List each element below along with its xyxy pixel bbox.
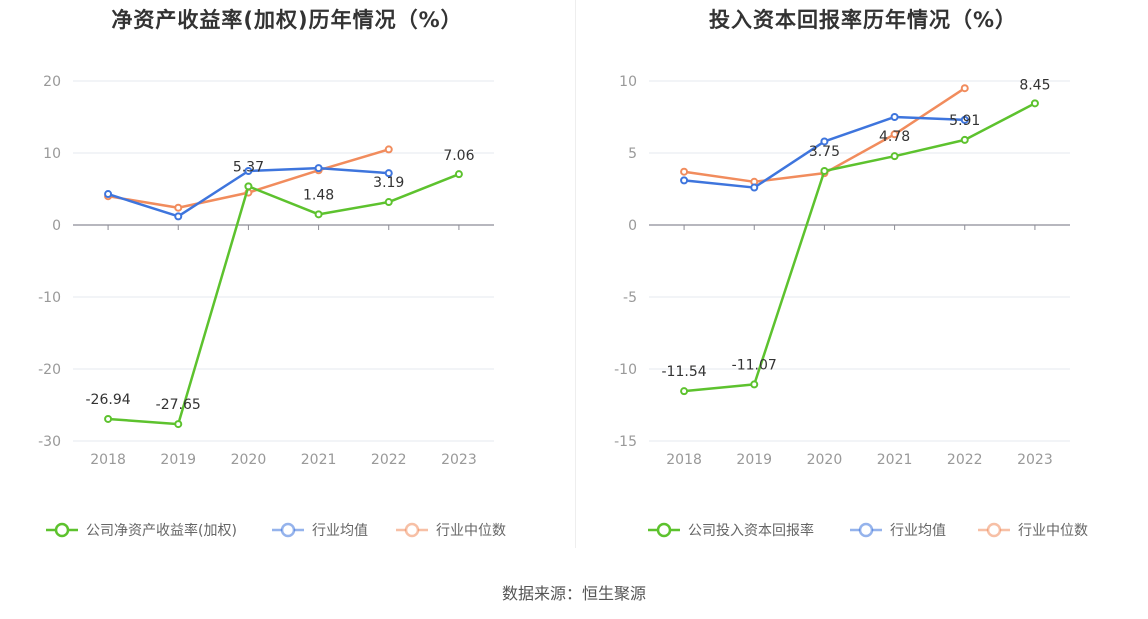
legend-item-company: 公司投入资本回报率 bbox=[648, 522, 814, 539]
legend-label: 行业均值 bbox=[312, 523, 368, 539]
legend-label: 公司投入资本回报率 bbox=[688, 522, 814, 539]
y-tick-label: 20 bbox=[43, 74, 61, 90]
data-point-average bbox=[104, 190, 113, 199]
y-tick-label: 10 bbox=[619, 74, 637, 90]
x-tick-label: 2021 bbox=[301, 452, 337, 468]
data-point-company bbox=[890, 152, 899, 161]
x-tick-label: 2019 bbox=[736, 452, 772, 468]
data-label: 3.19 bbox=[373, 175, 404, 191]
legend-marker-icon bbox=[404, 522, 420, 538]
y-tick-label: 5 bbox=[628, 146, 637, 162]
data-label: 3.75 bbox=[809, 144, 840, 160]
roe-chart-panel: 净资产收益率(加权)历年情况（%） 20 10 0 -10 -20 -30 2018 2019… bbox=[0, 0, 574, 560]
data-label: 1.48 bbox=[303, 187, 334, 203]
roe-line-chart: 20 10 0 -10 -20 -30 2018 2019 2020 2021 2022 2023 -2… bbox=[38, 74, 506, 539]
data-point-average bbox=[384, 169, 393, 178]
y-tick-label: -15 bbox=[614, 434, 637, 450]
x-tick-label: 2021 bbox=[877, 452, 913, 468]
x-tick-label: 2019 bbox=[160, 452, 196, 468]
data-label: 5.91 bbox=[949, 113, 980, 129]
data-label: 5.37 bbox=[233, 159, 264, 175]
data-point-company bbox=[1030, 99, 1039, 108]
y-tick-label: 0 bbox=[52, 218, 61, 234]
series-line-company bbox=[107, 173, 460, 426]
legend-marker-icon bbox=[858, 522, 874, 538]
x-tick-label: 2020 bbox=[807, 452, 843, 468]
data-point-average bbox=[960, 115, 969, 124]
x-tick-label: 2018 bbox=[90, 452, 126, 468]
data-point-average bbox=[750, 183, 759, 192]
panel-divider bbox=[575, 0, 576, 548]
y-tick-label: -30 bbox=[38, 434, 61, 450]
data-point-company bbox=[384, 198, 393, 207]
y-tick-label: -20 bbox=[38, 362, 61, 378]
legend-marker-icon bbox=[656, 522, 672, 538]
data-point-median bbox=[960, 84, 969, 93]
legend-item-company: 公司净资产收益率(加权) bbox=[46, 522, 237, 539]
y-tick-label: 10 bbox=[43, 146, 61, 162]
data-point-average bbox=[314, 164, 323, 173]
data-point-average bbox=[820, 137, 829, 146]
x-tick-label: 2023 bbox=[1017, 452, 1053, 468]
x-tick-label: 2018 bbox=[666, 452, 702, 468]
y-tick-label: 0 bbox=[628, 218, 637, 234]
data-point-company bbox=[820, 167, 829, 175]
data-point-average bbox=[680, 176, 689, 185]
data-point-median bbox=[890, 130, 899, 139]
data-label: -11.07 bbox=[732, 357, 777, 373]
data-point-company bbox=[750, 380, 759, 389]
legend-marker-icon bbox=[280, 522, 296, 538]
data-point-company bbox=[104, 414, 113, 423]
data-point-median bbox=[680, 167, 689, 176]
data-label: 4.78 bbox=[879, 129, 910, 145]
data-point-average bbox=[244, 167, 253, 175]
data-point-average bbox=[890, 113, 899, 121]
y-tick-label: -10 bbox=[614, 362, 637, 378]
legend-item-average: 行业均值 bbox=[272, 522, 368, 539]
data-point-company bbox=[960, 135, 969, 144]
data-point-company bbox=[314, 210, 323, 219]
data-label: -11.54 bbox=[662, 364, 707, 380]
data-point-median bbox=[384, 145, 393, 154]
chart-title: 投入资本回报率历年情况（%） bbox=[708, 8, 1018, 32]
data-label: -27.65 bbox=[156, 397, 201, 413]
series-line-median bbox=[107, 148, 390, 209]
data-source-note: 数据来源：恒生聚源 bbox=[501, 584, 646, 603]
data-label: -26.94 bbox=[86, 392, 131, 408]
x-tick-label: 2020 bbox=[231, 452, 267, 468]
data-point-company bbox=[454, 170, 463, 179]
data-point-average bbox=[174, 212, 183, 221]
legend-item-median: 行业中位数 bbox=[978, 522, 1088, 539]
legend-marker-icon bbox=[54, 522, 70, 538]
legend-marker-icon bbox=[986, 522, 1002, 538]
legend-item-average: 行业均值 bbox=[850, 522, 946, 539]
roic-line-chart: 10 5 0 -5 -10 -15 2018 2019 2020 2021 2022 2023 -11.… bbox=[614, 74, 1088, 539]
legend-item-median: 行业中位数 bbox=[396, 522, 506, 539]
x-tick-label: 2022 bbox=[947, 452, 983, 468]
y-tick-label: -10 bbox=[38, 290, 61, 306]
legend-label: 行业均值 bbox=[890, 523, 946, 539]
x-tick-label: 2023 bbox=[441, 452, 477, 468]
roic-chart-panel: 投入资本回报率历年情况（%） 10 5 0 -5 -10 -15 2018 2019 2020 2… bbox=[576, 0, 1148, 560]
legend-label: 公司净资产收益率(加权) bbox=[86, 522, 237, 539]
data-point-company bbox=[174, 420, 183, 429]
chart-title: 净资产收益率(加权)历年情况（%） bbox=[111, 8, 463, 32]
data-label: 8.45 bbox=[1019, 77, 1050, 93]
legend-label: 行业中位数 bbox=[1018, 523, 1088, 539]
data-point-company bbox=[680, 387, 689, 396]
x-tick-label: 2022 bbox=[371, 452, 407, 468]
data-point-company bbox=[244, 182, 253, 191]
y-tick-label: -5 bbox=[623, 290, 637, 306]
legend-label: 行业中位数 bbox=[436, 523, 506, 539]
series-line-company bbox=[683, 102, 1036, 393]
data-label: 7.06 bbox=[443, 148, 474, 164]
data-point-median bbox=[174, 203, 183, 212]
